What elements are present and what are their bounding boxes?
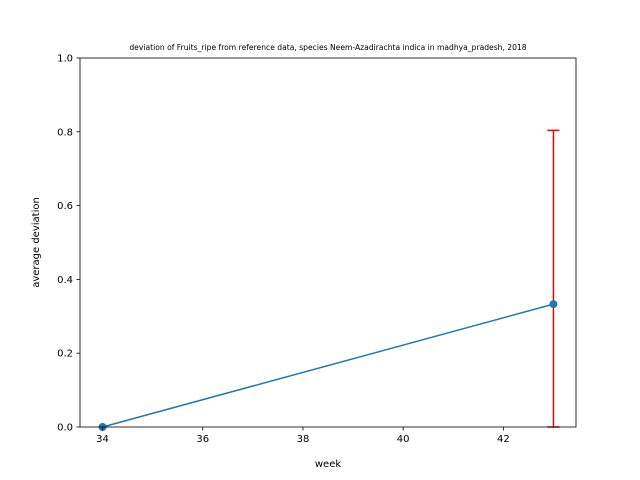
y-tick-label: 0.0 [57,423,73,434]
y-axis-label: average deviation [31,197,42,288]
y-tick-label: 0.2 [57,349,73,360]
x-tick-label: 42 [497,434,510,445]
x-tick-label: 34 [96,434,109,445]
y-tick-label: 0.6 [57,201,73,212]
x-tick-label: 36 [196,434,209,445]
x-axis: 34 36 38 40 42 [96,427,510,445]
y-tick-label: 0.4 [57,275,73,286]
y-tick-label: 1.0 [57,54,73,65]
x-tick-label: 38 [297,434,310,445]
x-axis-label: week [315,459,341,470]
chart-title: deviation of Fruits_ripe from reference … [129,43,526,52]
axes-frame [79,57,577,428]
y-axis: 0.0 0.2 0.4 0.6 0.8 1.0 [57,54,80,434]
y-tick-label: 0.8 [57,127,73,138]
data-point [549,300,558,309]
series-line [102,303,554,428]
x-tick-label: 40 [397,434,410,445]
plot-area [98,129,560,431]
